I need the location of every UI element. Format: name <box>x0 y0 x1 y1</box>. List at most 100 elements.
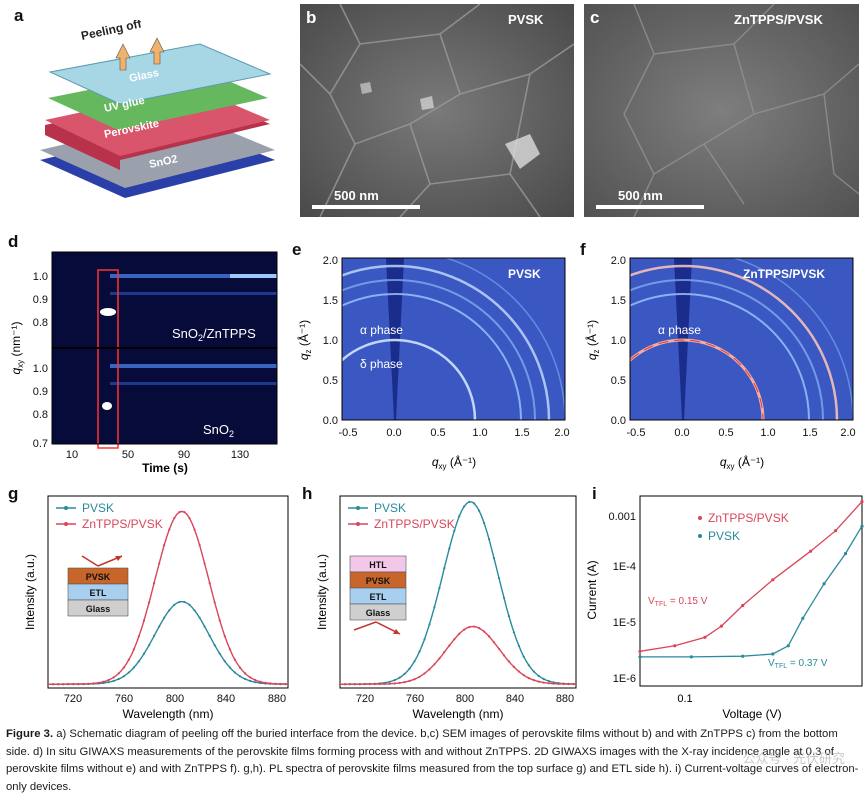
data-point <box>537 674 540 678</box>
data-point <box>502 596 506 599</box>
data-point <box>473 625 476 628</box>
data-point <box>567 683 570 686</box>
delta-phase-label-e: δ phase <box>360 357 403 371</box>
data-point <box>127 671 130 674</box>
data-point <box>122 666 125 669</box>
data-point <box>358 683 361 686</box>
iv-point <box>822 582 826 586</box>
iv-point <box>801 616 805 620</box>
data-point <box>532 679 535 682</box>
data-point <box>423 672 426 675</box>
data-point <box>398 676 401 679</box>
sem-title-zntpps: ZnTPPS/PVSK <box>734 12 823 27</box>
data-point <box>502 654 506 657</box>
data-point <box>343 683 347 686</box>
data-point <box>522 655 525 658</box>
stack-label-glass-h: Glass <box>366 608 391 618</box>
xtick-h: 720 <box>356 693 374 705</box>
data-point <box>279 682 282 686</box>
data-point <box>483 630 486 633</box>
data-point <box>443 567 446 570</box>
xtick-f: 1.5 <box>802 427 817 439</box>
stack-label-pvsk-g: PVSK <box>86 572 111 582</box>
data-point <box>507 660 510 663</box>
peel-arrow-icon <box>149 37 165 65</box>
ylabel-h: Intensity (a.u.) <box>315 554 329 630</box>
data-point <box>413 678 416 681</box>
ytick-d: 0.9 <box>33 294 48 306</box>
stack-label-etl-h: ETL <box>370 592 388 602</box>
ytick-e: 1.5 <box>323 295 338 307</box>
data-point <box>562 682 565 686</box>
data-point <box>448 644 451 647</box>
xlabel-g: Wavelength (nm) <box>123 707 214 721</box>
data-point <box>492 557 496 560</box>
xlabel-e: qxy (Å⁻¹) <box>432 454 476 471</box>
sno2-label: SnO2 <box>148 153 179 171</box>
data-point <box>77 683 80 686</box>
xtick-f: 2.0 <box>840 427 855 439</box>
plot-area-bottom <box>52 348 277 444</box>
panel-label-i: i <box>592 484 597 503</box>
legend-pvsk-i: PVSK <box>708 529 740 543</box>
data-point <box>142 652 146 655</box>
ytick-i: 1E-6 <box>613 673 636 685</box>
iv-curve: ZnTPPS/PVSK PVSK VTFL = 0.15 V VTFL = 0.… <box>585 495 864 721</box>
data-point <box>552 682 555 685</box>
alpha-phase-label-e: α phase <box>360 323 403 337</box>
data-point <box>112 679 115 682</box>
panel-label-g: g <box>8 484 19 503</box>
giwaxs-title-zntpps: ZnTPPS/PVSK <box>743 267 825 281</box>
legend-zntpps-i: ZnTPPS/PVSK <box>708 511 789 525</box>
data-point <box>137 635 140 638</box>
data-point <box>203 625 206 628</box>
data-point <box>512 631 515 634</box>
data-point <box>453 638 456 641</box>
data-point <box>348 683 351 686</box>
stack-label-glass-g: Glass <box>86 604 111 614</box>
ytick-f: 2.0 <box>611 255 626 267</box>
data-point <box>153 634 156 637</box>
data-point <box>188 603 191 606</box>
data-point <box>383 682 386 685</box>
data-point <box>488 635 491 638</box>
iv-point <box>703 635 707 639</box>
caption-figure-number: Figure 3. <box>6 728 54 740</box>
data-point <box>148 644 151 647</box>
panel-label-b: b <box>306 8 317 27</box>
data-point <box>178 511 181 514</box>
ytick-e: 0.0 <box>323 415 338 427</box>
xtick-g: 720 <box>64 693 82 705</box>
iv-point <box>809 549 813 553</box>
ytick-i: 1E-5 <box>613 617 636 629</box>
iv-point <box>771 652 775 656</box>
watermark: 公众号 · 光伏研究 <box>742 751 845 766</box>
data-point <box>233 658 236 661</box>
giwaxs-2d-pvsk: PVSK α phase δ phase 2.0 1.5 1.0 0.5 0.0… <box>296 255 570 471</box>
data-point <box>438 657 441 660</box>
stack-label-etl-g: ETL <box>90 588 108 598</box>
data-point <box>254 681 257 684</box>
xlabel-h: Wavelength (nm) <box>413 707 504 721</box>
data-point <box>218 619 221 622</box>
xtick-g: 880 <box>268 693 286 705</box>
ytick-d: 0.9 <box>33 386 48 398</box>
data-point <box>52 683 55 686</box>
data-point <box>72 683 75 686</box>
data-point <box>537 680 540 683</box>
excitation-arrow-icon <box>353 621 377 631</box>
label-sno2-zntpps: SnO2/ZnTPPS <box>172 326 256 343</box>
data-point <box>102 680 105 683</box>
panel-label-e: e <box>292 240 302 259</box>
data-point <box>403 681 406 684</box>
xtick-g: 840 <box>217 693 235 705</box>
data-point <box>264 681 267 684</box>
data-point <box>122 675 125 678</box>
data-point <box>57 683 60 686</box>
data-point <box>522 674 525 677</box>
data-point <box>458 515 461 518</box>
data-point <box>547 682 550 685</box>
ytick-f: 1.0 <box>611 335 626 347</box>
data-point <box>193 609 196 612</box>
ytick-f: 0.5 <box>611 375 626 387</box>
